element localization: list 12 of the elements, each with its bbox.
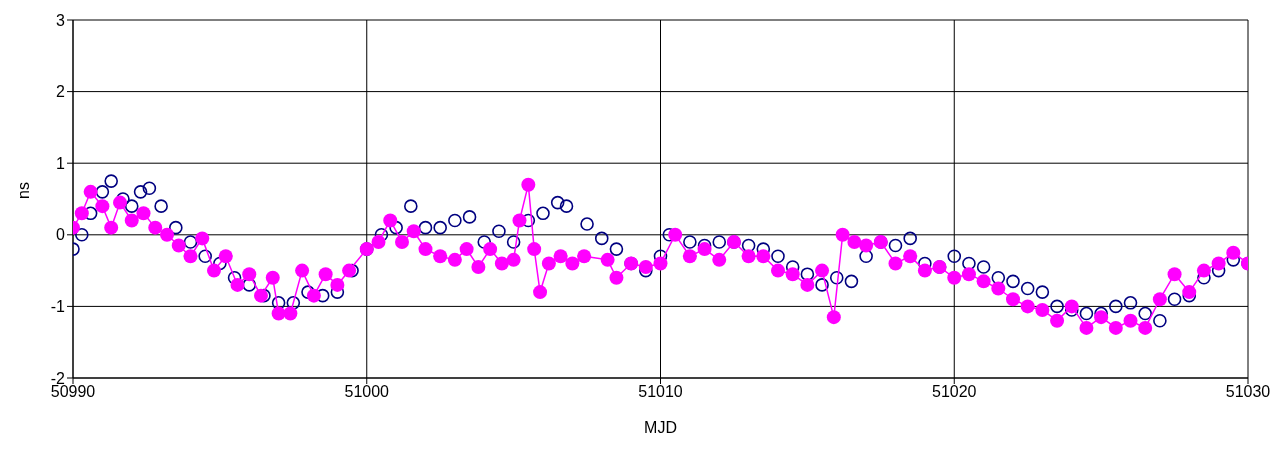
x-axis-title: MJD <box>644 419 677 436</box>
x-tick-label: 51030 <box>1225 383 1271 401</box>
y-tick-label: 3 <box>56 11 66 29</box>
y-tick-label: -1 <box>50 298 66 316</box>
x-tick-label: 51000 <box>344 383 390 401</box>
y-tick-label: 2 <box>56 83 66 101</box>
x-tick-label: 51010 <box>638 383 683 401</box>
x-tick-label: 51020 <box>932 383 977 401</box>
x-tick-label: 50990 <box>50 383 96 401</box>
y-tick-label: 0 <box>56 226 66 244</box>
y-axis-title: ns <box>14 182 32 199</box>
y-tick-label: 1 <box>56 154 66 172</box>
